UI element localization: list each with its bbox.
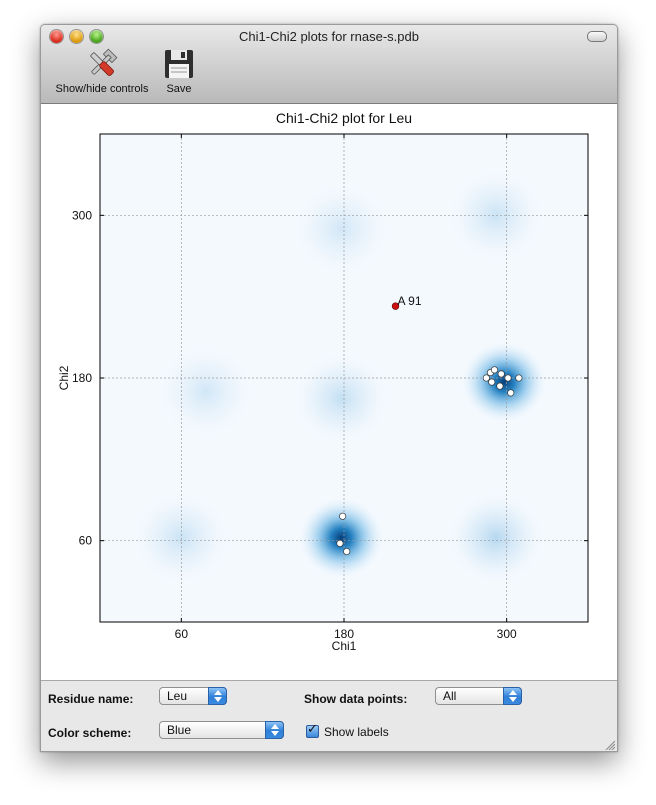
density-blob bbox=[157, 345, 254, 438]
controls-panel: Residue name: Leu Show data points: All … bbox=[41, 680, 617, 751]
point-label: A 91 bbox=[398, 294, 422, 308]
toolbar-item-label: Save bbox=[166, 83, 192, 95]
y-tick-label: 180 bbox=[72, 371, 92, 385]
show-labels-label: Show labels bbox=[324, 725, 389, 739]
show-labels-checkbox[interactable] bbox=[306, 722, 319, 738]
density-blob bbox=[293, 183, 390, 275]
show-hide-controls-button[interactable]: Show/hide controls bbox=[49, 47, 155, 95]
x-tick-label: 300 bbox=[497, 627, 517, 641]
app-window: Chi1-Chi2 plots for rnase-s.pdb Show/hid… bbox=[40, 24, 618, 752]
residue-name-select[interactable]: Leu bbox=[159, 687, 227, 705]
data-point bbox=[336, 539, 344, 547]
axis-ticks: 60 180 300 60 180 300 bbox=[72, 134, 588, 641]
y-tick-label: 300 bbox=[72, 208, 92, 222]
highlighted-point bbox=[391, 302, 400, 310]
density-blob bbox=[133, 492, 230, 584]
data-point bbox=[504, 374, 512, 382]
data-point bbox=[488, 378, 496, 386]
color-scheme-select[interactable]: Blue bbox=[159, 721, 284, 739]
show-data-points-value: All bbox=[443, 689, 457, 703]
show-data-points-select[interactable]: All bbox=[435, 687, 522, 705]
data-points: A 91 bbox=[336, 294, 523, 556]
x-tick-label: 60 bbox=[175, 627, 189, 641]
zoom-button[interactable] bbox=[90, 30, 103, 43]
title-bar: Chi1-Chi2 plots for rnase-s.pdb Show/hid… bbox=[41, 25, 617, 104]
y-tick-label: 60 bbox=[79, 534, 93, 548]
x-tick-label: 180 bbox=[334, 627, 354, 641]
density-blob bbox=[447, 492, 544, 584]
close-button[interactable] bbox=[50, 30, 63, 43]
tools-icon bbox=[90, 48, 118, 76]
y-axis-label: Chi2 bbox=[57, 365, 71, 390]
resize-grip-icon[interactable] bbox=[605, 740, 615, 750]
color-scheme-label: Color scheme: bbox=[48, 726, 132, 740]
x-axis-label: Chi1 bbox=[332, 639, 357, 653]
data-point bbox=[497, 370, 505, 378]
chevron-up-down-icon bbox=[265, 721, 284, 739]
plot-area: Chi1-Chi2 plot for Leu A 91 60 180 300 60 18… bbox=[41, 104, 617, 679]
residue-name-value: Leu bbox=[167, 689, 188, 703]
data-point bbox=[339, 512, 347, 520]
color-scheme-value: Blue bbox=[167, 723, 192, 737]
chart-title: Chi1-Chi2 plot for Leu bbox=[276, 110, 412, 126]
data-point bbox=[507, 389, 515, 397]
grid bbox=[100, 134, 588, 622]
data-point bbox=[490, 366, 499, 374]
minimize-button[interactable] bbox=[70, 30, 83, 43]
toolbar-toggle-button[interactable] bbox=[587, 31, 607, 42]
chevron-up-down-icon bbox=[503, 687, 522, 705]
save-button[interactable]: Save bbox=[159, 47, 199, 95]
window-title: Chi1-Chi2 plots for rnase-s.pdb bbox=[239, 29, 419, 44]
density-blob bbox=[447, 169, 544, 261]
density-blob bbox=[461, 342, 546, 422]
data-point bbox=[515, 374, 523, 382]
density-blob bbox=[299, 498, 384, 578]
chevron-up-down-icon bbox=[208, 687, 227, 705]
density-blob bbox=[293, 352, 390, 444]
data-point bbox=[343, 547, 351, 556]
density-heatmap bbox=[133, 169, 546, 584]
data-point bbox=[496, 382, 504, 390]
toolbar-item-label: Show/hide controls bbox=[55, 83, 149, 95]
floppy-disk-icon bbox=[165, 50, 193, 78]
data-point bbox=[482, 374, 490, 382]
residue-name-label: Residue name: bbox=[48, 692, 134, 706]
show-data-points-label: Show data points: bbox=[304, 692, 408, 706]
chi1-chi2-chart: Chi1-Chi2 plot for Leu A 91 60 180 300 60 18… bbox=[57, 110, 589, 653]
